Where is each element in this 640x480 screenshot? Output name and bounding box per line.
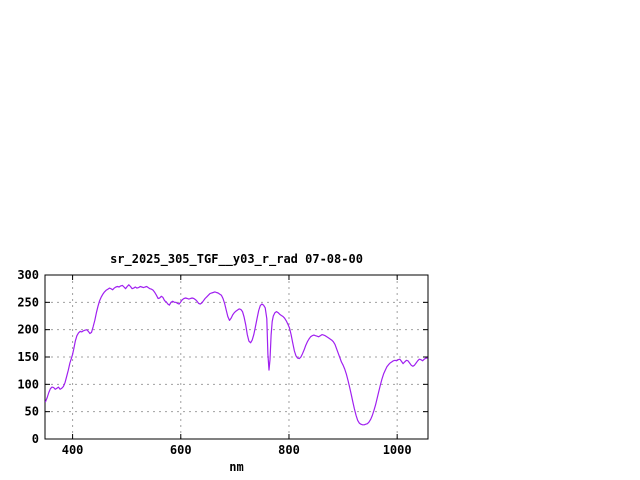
chart-title: sr_2025_305_TGF__y03_r_rad 07-08-00 [110,252,363,266]
x-tick-label: 1000 [383,443,412,457]
x-tick-label: 400 [62,443,84,457]
y-tick-label: 300 [17,268,39,282]
y-tick-label: 200 [17,323,39,337]
y-tick-label: 250 [17,295,39,309]
y-tick-label: 0 [32,432,39,446]
x-tick-label: 600 [170,443,192,457]
x-tick-label: 800 [278,443,300,457]
y-tick-label: 150 [17,350,39,364]
series-line [44,284,428,426]
y-tick-label: 100 [17,377,39,391]
x-axis-label: nm [229,460,244,474]
y-tick-label: 50 [25,405,39,419]
